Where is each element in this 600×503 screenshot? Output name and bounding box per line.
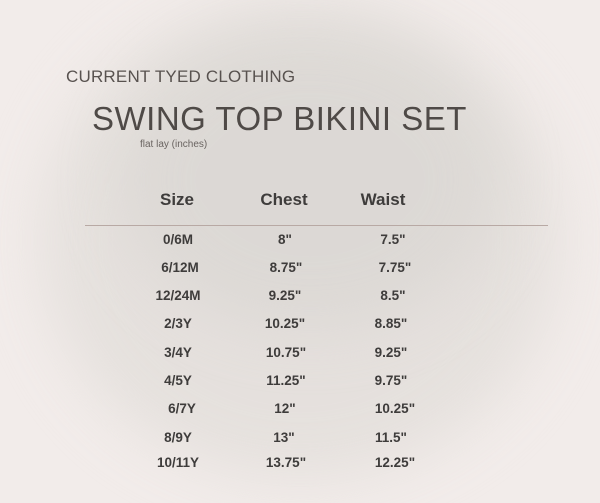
- cell-waist: 11.5": [375, 430, 407, 445]
- cell-size: 12/24M: [155, 288, 201, 303]
- cell-chest: 10.75": [265, 345, 307, 360]
- cell-waist: 10.25": [374, 401, 416, 416]
- cell-waist: 7.5": [380, 232, 406, 247]
- header-size: Size: [159, 190, 195, 209]
- cell-size: 3/4Y: [164, 345, 192, 360]
- brand-name: CURRENT TYED CLOTHING: [66, 67, 296, 86]
- cell-chest: 8": [278, 232, 292, 247]
- cell-waist: 7.75": [378, 260, 412, 275]
- cell-waist: 9.75": [374, 373, 408, 388]
- cell-chest: 12": [274, 401, 296, 416]
- cell-size: 4/5Y: [164, 373, 192, 388]
- cell-waist: 12.25": [374, 455, 416, 470]
- cell-size: 6/12M: [161, 260, 199, 275]
- cell-size: 8/9Y: [164, 430, 192, 445]
- header-waist: Waist: [360, 190, 406, 209]
- page-title: SWING TOP BIKINI SET: [92, 100, 467, 137]
- subtitle: flat lay (inches): [140, 139, 208, 150]
- cell-waist: 9.25": [374, 345, 408, 360]
- watercolor-wash: [120, 30, 500, 330]
- cell-chest: 13": [273, 430, 295, 445]
- header-chest: Chest: [260, 190, 308, 209]
- cell-chest: 10.25": [264, 316, 306, 331]
- cell-size: 10/11Y: [156, 455, 200, 470]
- cell-waist: 8.85": [374, 316, 408, 331]
- header-divider: [85, 225, 548, 226]
- cell-chest: 11.25": [266, 373, 306, 388]
- cell-size: 0/6M: [162, 232, 193, 247]
- cell-size: 2/3Y: [164, 316, 192, 331]
- cell-chest: 13.75": [265, 455, 307, 470]
- cell-waist: 8.5": [380, 288, 406, 303]
- cell-chest: 8.75": [269, 260, 303, 275]
- cell-chest: 9.25": [268, 288, 302, 303]
- cell-size: 6/7Y: [168, 401, 196, 416]
